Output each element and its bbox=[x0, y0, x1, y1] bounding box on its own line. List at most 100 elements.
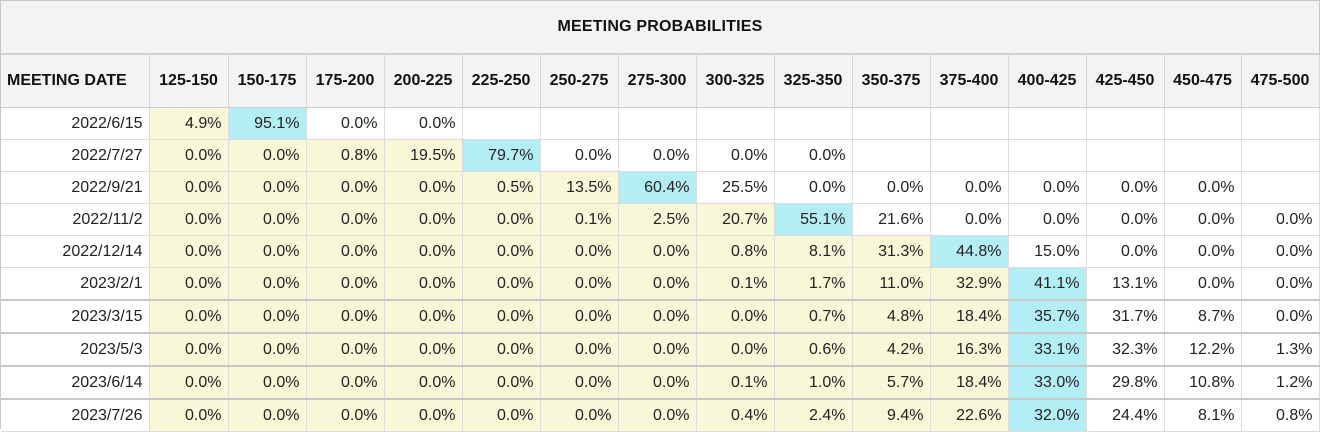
probability-cell: 0.0% bbox=[618, 235, 697, 268]
meeting-date-cell: 2023/3/15 bbox=[1, 299, 150, 334]
probability-cell: 0.0% bbox=[618, 332, 697, 367]
probability-cell: 0.0% bbox=[618, 398, 697, 432]
probability-cell: 95.1% bbox=[228, 107, 307, 140]
probability-cell: 0.0% bbox=[1164, 235, 1242, 268]
probability-cell: 0.0% bbox=[462, 235, 541, 268]
probability-cell bbox=[852, 139, 931, 172]
probability-cell: 0.0% bbox=[306, 365, 385, 400]
probability-cell: 0.7% bbox=[774, 299, 853, 334]
probability-cell: 32.3% bbox=[1086, 332, 1165, 367]
probability-cell: 44.8% bbox=[930, 235, 1009, 268]
probability-cell: 0.0% bbox=[1241, 235, 1320, 268]
probability-cell bbox=[462, 107, 541, 140]
table-row: 2023/7/26 0.0% 0.0% 0.0% 0.0% 0.0% 0.0% 0.0% 0.4… bbox=[1, 398, 1320, 432]
table-row: 2022/7/27 0.0% 0.0% 0.8% 19.5% 79.7% 0.0% 0.0% 0… bbox=[1, 139, 1320, 172]
probability-cell: 0.0% bbox=[774, 139, 853, 172]
probability-cell: 0.0% bbox=[462, 332, 541, 367]
probability-cell: 35.7% bbox=[1008, 299, 1087, 334]
probability-cell: 0.0% bbox=[384, 267, 463, 301]
probability-cell: 0.0% bbox=[149, 299, 229, 334]
probability-cell bbox=[1164, 139, 1242, 172]
probability-cell: 0.0% bbox=[306, 299, 385, 334]
probability-cell: 0.0% bbox=[228, 398, 307, 432]
probability-cell: 0.0% bbox=[384, 107, 463, 140]
probability-cell: 0.0% bbox=[306, 332, 385, 367]
column-header-425-450: 425-450 bbox=[1086, 55, 1165, 108]
probability-cell: 0.0% bbox=[384, 398, 463, 432]
probability-cell: 0.0% bbox=[228, 235, 307, 268]
probability-cell: 0.0% bbox=[618, 299, 697, 334]
probability-cell: 0.0% bbox=[149, 332, 229, 367]
probability-cell: 0.5% bbox=[462, 171, 541, 204]
probability-cell: 0.0% bbox=[149, 267, 229, 301]
probability-cell: 0.0% bbox=[618, 365, 697, 400]
probability-cell: 0.0% bbox=[540, 398, 619, 432]
probability-cell: 79.7% bbox=[462, 139, 541, 172]
column-header-200-225: 200-225 bbox=[384, 55, 463, 108]
column-header-300-325: 300-325 bbox=[696, 55, 775, 108]
probability-cell: 4.9% bbox=[149, 107, 229, 140]
probability-cell bbox=[1086, 139, 1165, 172]
table-row: 2023/6/14 0.0% 0.0% 0.0% 0.0% 0.0% 0.0% 0.0% 0.1… bbox=[1, 365, 1320, 400]
probability-cell: 25.5% bbox=[696, 171, 775, 204]
probability-cell: 0.8% bbox=[1241, 398, 1320, 432]
probability-cell: 0.0% bbox=[228, 299, 307, 334]
probability-cell: 0.0% bbox=[540, 267, 619, 301]
probability-cell: 0.1% bbox=[696, 267, 775, 301]
probability-cell bbox=[930, 139, 1009, 172]
probability-cell: 0.0% bbox=[149, 139, 229, 172]
column-header-250-275: 250-275 bbox=[540, 55, 619, 108]
probability-cell: 16.3% bbox=[930, 332, 1009, 367]
probability-cell: 0.0% bbox=[462, 365, 541, 400]
probability-cell: 0.0% bbox=[384, 299, 463, 334]
column-header-375-400: 375-400 bbox=[930, 55, 1009, 108]
probability-cell: 0.0% bbox=[462, 299, 541, 334]
probability-cell: 24.4% bbox=[1086, 398, 1165, 432]
probability-cell: 32.9% bbox=[930, 267, 1009, 301]
probability-cell: 1.3% bbox=[1241, 332, 1320, 367]
column-header-400-425: 400-425 bbox=[1008, 55, 1087, 108]
probability-cell: 0.0% bbox=[306, 107, 385, 140]
column-header-275-300: 275-300 bbox=[618, 55, 697, 108]
probability-cell: 13.5% bbox=[540, 171, 619, 204]
probability-cell: 21.6% bbox=[852, 203, 931, 236]
table-row: 2022/6/15 4.9% 95.1% 0.0% 0.0% bbox=[1, 107, 1320, 140]
probability-cell: 0.0% bbox=[149, 398, 229, 432]
probability-cell: 0.0% bbox=[306, 267, 385, 301]
probability-cell: 0.0% bbox=[228, 365, 307, 400]
probability-cell: 0.0% bbox=[1241, 299, 1320, 334]
probability-cell: 55.1% bbox=[774, 203, 853, 236]
probability-cell: 0.1% bbox=[540, 203, 619, 236]
meeting-date-cell: 2023/6/14 bbox=[1, 365, 150, 400]
probability-cell: 0.0% bbox=[930, 203, 1009, 236]
probability-cell: 0.0% bbox=[696, 139, 775, 172]
probability-cell: 0.0% bbox=[384, 365, 463, 400]
probability-cell: 0.0% bbox=[540, 332, 619, 367]
probability-cell: 8.7% bbox=[1164, 299, 1242, 334]
probability-cell: 0.0% bbox=[1164, 267, 1242, 301]
probability-cell: 0.0% bbox=[228, 203, 307, 236]
table-row: 2023/3/15 0.0% 0.0% 0.0% 0.0% 0.0% 0.0% 0.0% 0.0… bbox=[1, 299, 1320, 334]
probabilities-table: MEETING DATE 125-150 150-175 175-200 200-225… bbox=[1, 55, 1320, 432]
probability-cell: 0.0% bbox=[852, 171, 931, 204]
probability-cell: 0.0% bbox=[1086, 235, 1165, 268]
probability-cell: 0.0% bbox=[1008, 171, 1087, 204]
probability-cell bbox=[1241, 139, 1320, 172]
probability-cell: 1.0% bbox=[774, 365, 853, 400]
probability-cell: 0.6% bbox=[774, 332, 853, 367]
probability-cell bbox=[1008, 107, 1087, 140]
meeting-date-cell: 2023/2/1 bbox=[1, 267, 150, 301]
probability-cell: 0.8% bbox=[306, 139, 385, 172]
probability-cell: 0.0% bbox=[306, 171, 385, 204]
probability-cell: 1.7% bbox=[774, 267, 853, 301]
probability-cell bbox=[1241, 171, 1320, 204]
probability-cell: 0.0% bbox=[540, 365, 619, 400]
probability-cell: 4.8% bbox=[852, 299, 931, 334]
probability-cell: 0.0% bbox=[696, 299, 775, 334]
probability-cell: 9.4% bbox=[852, 398, 931, 432]
column-header-350-375: 350-375 bbox=[852, 55, 931, 108]
probability-cell: 10.8% bbox=[1164, 365, 1242, 400]
probability-cell bbox=[1008, 139, 1087, 172]
probability-cell: 0.0% bbox=[540, 299, 619, 334]
